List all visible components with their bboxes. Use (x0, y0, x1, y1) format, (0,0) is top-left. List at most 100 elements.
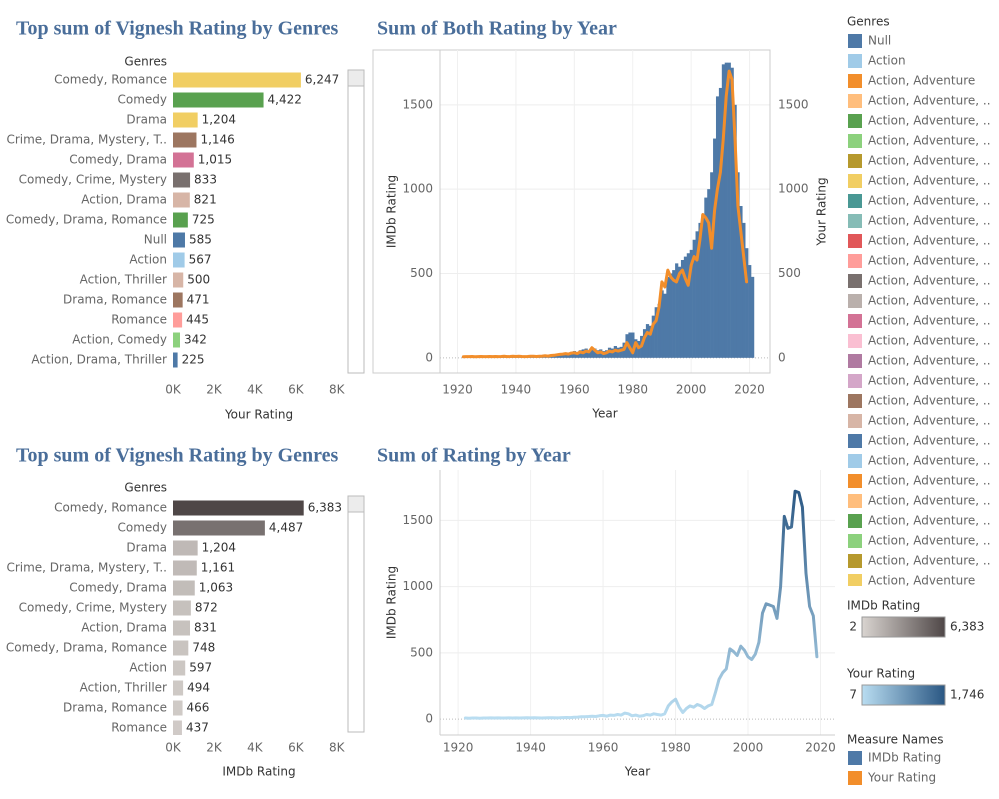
bar (619, 346, 623, 358)
scroll-thumb[interactable] (347, 495, 365, 513)
bar (173, 720, 182, 735)
bar (173, 640, 189, 656)
value-label: 597 (189, 661, 212, 675)
value-label: 6,247 (305, 73, 339, 87)
legend-label: Action, Adventure, .. (868, 314, 991, 328)
category-label: Action (129, 661, 167, 675)
x-tick-label: 6K (288, 741, 305, 755)
bar (707, 189, 711, 358)
x-tick-label: 0K (165, 741, 182, 755)
bar (692, 239, 696, 358)
legend-label: Action, Adventure, .. (868, 94, 991, 108)
y-tick-label: 1500 (402, 513, 433, 527)
legend-label: Action, Adventure, .. (868, 434, 991, 448)
bar (672, 270, 676, 358)
x-tick-label: 2020 (734, 383, 765, 397)
x-tick-label: 1920 (442, 383, 473, 397)
legend-label: Action, Adventure, .. (868, 454, 991, 468)
bar (564, 352, 568, 358)
bar (718, 87, 723, 358)
legend-label: Action, Adventure (868, 74, 975, 88)
y2-tick-label: 0 (778, 350, 786, 364)
value-label: 1,146 (200, 133, 234, 147)
x-axis-title: Your Rating (224, 408, 293, 422)
value-label: 4,487 (269, 521, 303, 535)
y-tick-label: 0 (425, 712, 433, 726)
value-label: 445 (186, 313, 209, 327)
legend-label: Action, Adventure, .. (868, 414, 991, 428)
legend-swatch (848, 294, 862, 308)
bar (173, 620, 191, 636)
bar (704, 197, 708, 358)
bar (660, 290, 664, 358)
category-label: Crime, Drama, Mystery, T.. (6, 561, 167, 575)
y2-tick-label: 500 (778, 266, 801, 280)
value-label: 466 (187, 701, 210, 715)
x-tick-label: 1960 (559, 383, 590, 397)
bar (173, 212, 188, 228)
value-label: 500 (187, 273, 210, 287)
category-label: Drama, Romance (63, 701, 167, 715)
legend-swatch (848, 54, 862, 68)
x-tick-label: 0K (165, 383, 182, 397)
scrollbar[interactable] (347, 69, 365, 374)
legend-label: Action, Adventure, .. (868, 534, 991, 548)
y-tick-label: 0 (425, 350, 433, 364)
value-label: 1,063 (199, 581, 233, 595)
legend-label: Action (868, 54, 906, 68)
bar (569, 351, 574, 358)
line (461, 69, 749, 359)
bar (173, 252, 185, 268)
bar (686, 253, 690, 358)
legend-swatch (848, 314, 862, 328)
bar (751, 276, 755, 358)
value-label: 567 (189, 253, 212, 267)
legend-label: Action, Adventure, .. (868, 194, 991, 208)
x-tick-label: 1960 (588, 741, 619, 755)
y-tick-label: 1000 (402, 182, 433, 196)
bar (669, 273, 673, 358)
scrollbar[interactable] (347, 495, 365, 733)
x-tick-label: 1980 (660, 741, 691, 755)
bar (645, 324, 650, 358)
x-tick-label: 2K (206, 741, 223, 755)
bar (713, 138, 717, 358)
legend-label: Action, Adventure, .. (868, 394, 991, 408)
legend-label: Action, Adventure, .. (868, 494, 991, 508)
bar (745, 248, 749, 358)
legend-title: Genres (847, 15, 890, 29)
bar (748, 265, 752, 358)
legend-swatch (848, 94, 862, 108)
bar (173, 332, 181, 348)
bar (631, 332, 635, 358)
bar (173, 192, 190, 208)
legend-swatch (848, 354, 862, 368)
category-label: Comedy, Romance (54, 73, 167, 87)
category-label: Comedy, Crime, Mystery (19, 173, 167, 187)
bar (642, 329, 647, 358)
bar (558, 354, 562, 358)
bar (680, 259, 685, 358)
legend-label: Action, Adventure, .. (868, 174, 991, 188)
bar (593, 348, 597, 358)
legend-label: Action, Adventure, .. (868, 334, 991, 348)
bar (654, 307, 658, 358)
scroll-thumb[interactable] (347, 69, 365, 87)
legend-swatch (848, 194, 862, 208)
bar (724, 62, 728, 358)
bar (733, 104, 737, 358)
y2-tick-label: 1500 (778, 97, 809, 111)
category-label: Comedy, Crime, Mystery (19, 601, 167, 615)
legend-label: Action, Adventure, .. (868, 214, 991, 228)
y-tick-label: 1500 (402, 97, 433, 111)
bar (173, 112, 198, 128)
legend-swatch (848, 454, 862, 468)
category-label: Action, Thriller (80, 273, 167, 287)
legend-label: Action, Adventure, .. (868, 374, 991, 388)
legend-title: Your Rating (846, 667, 915, 681)
legend-swatch (848, 514, 862, 528)
value-label: 437 (186, 721, 209, 735)
legend-swatch (848, 34, 862, 48)
y-tick-label: 500 (410, 645, 433, 659)
